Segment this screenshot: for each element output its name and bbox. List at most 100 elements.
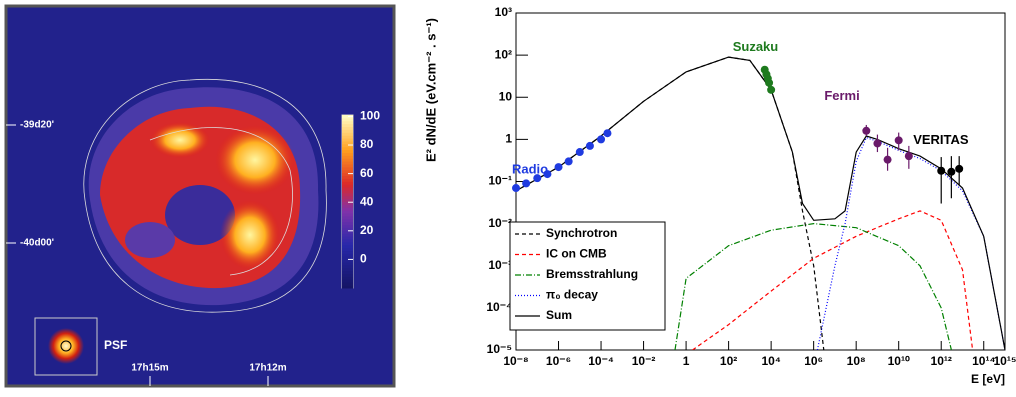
- psf-label: PSF: [104, 338, 127, 352]
- data-point: [512, 184, 520, 192]
- colorbar-cell: [342, 207, 353, 210]
- x-tick-label: 10¹²: [931, 354, 952, 368]
- legend-label: Synchrotron: [546, 226, 617, 240]
- colorbar-cell: [342, 239, 353, 242]
- y-tick-label: 10⁻¹: [488, 174, 512, 188]
- colorbar-cell: [342, 190, 353, 193]
- colorbar-cell: [342, 118, 353, 121]
- data-point: [862, 127, 870, 135]
- y-tick-label: 10⁻³: [488, 258, 512, 272]
- data-point: [765, 79, 773, 87]
- colorbar-cell: [342, 271, 353, 274]
- colorbar-cell: [342, 199, 353, 202]
- y-axis-label: E² dN/dE (eV.cm⁻² . s⁻¹): [423, 18, 438, 162]
- x-tick-label: 10²: [720, 354, 737, 368]
- legend-label: Bremsstrahlung: [546, 267, 638, 281]
- x-tick-label: 10⁻⁶: [546, 354, 571, 368]
- data-point: [586, 142, 594, 150]
- colorbar-cell: [342, 262, 353, 265]
- colorbar-cell: [342, 253, 353, 256]
- colorbar-cell: [342, 181, 353, 184]
- colorbar-cell: [342, 216, 353, 219]
- colorbar-cell: [342, 147, 353, 150]
- sky-map: -39d20' -40d00' 17h15m 17h12m PSF 0 20 40 60 80 10…: [6, 6, 394, 386]
- colorbar-cell: [342, 276, 353, 279]
- colorbar-cell: [342, 141, 353, 144]
- colorbar-cell: [342, 132, 353, 135]
- colorbar-cell: [342, 144, 353, 147]
- data-point: [895, 136, 903, 144]
- legend-label: π₀ decay: [546, 288, 598, 302]
- colorbar-cell: [342, 124, 353, 127]
- x-label: 17h15m: [131, 363, 168, 374]
- figure: -39d20' -40d00' 17h15m 17h12m PSF 0 20 40 60 80 10…: [0, 0, 1016, 392]
- x-tick-label: 10¹⁰: [888, 354, 910, 368]
- colorbar-cell: [342, 213, 353, 216]
- colorbar-cell: [342, 187, 353, 190]
- colorbar-tick-label: 60: [360, 166, 374, 180]
- data-point: [522, 179, 530, 187]
- colorbar-cell: [342, 167, 353, 170]
- data-point: [937, 167, 945, 175]
- data-point: [603, 129, 611, 137]
- colorbar-tick-label: 20: [360, 223, 374, 237]
- colorbar-tick-label: 40: [360, 194, 374, 208]
- colorbar-cell: [342, 225, 353, 228]
- curve: [675, 224, 951, 350]
- x-tick-label: 1: [683, 354, 690, 368]
- colorbar-cell: [342, 251, 353, 254]
- colorbar-cell: [342, 282, 353, 285]
- colorbar-cell: [342, 222, 353, 225]
- colorbar-tick-label: 100: [360, 109, 380, 123]
- colorbar-cell: [342, 176, 353, 179]
- y-tick-label: 10³: [495, 5, 512, 19]
- series-annotation: Radio: [512, 161, 548, 176]
- x-tick-label: 10⁶: [804, 354, 823, 368]
- colorbar-cell: [342, 204, 353, 207]
- colorbar-cell: [342, 158, 353, 161]
- x-tick-label: 10⁻⁴: [588, 354, 614, 368]
- colorbar-cell: [342, 127, 353, 130]
- colorbar-cell: [342, 268, 353, 271]
- legend: Synchrotron IC on CMB Bremsstrahlung π₀ dec…: [510, 222, 665, 330]
- legend-label: Sum: [546, 308, 572, 322]
- x-tick-label: 10⁴: [761, 354, 780, 368]
- colorbar-cell: [342, 245, 353, 248]
- data-point: [955, 165, 963, 173]
- data-point: [555, 163, 563, 171]
- curve: [817, 138, 1005, 350]
- series-annotation: Fermi: [824, 88, 859, 103]
- colorbar-cell: [342, 121, 353, 124]
- y-tick-label: 1: [505, 132, 512, 146]
- colorbar-tick-label: 0: [360, 252, 367, 266]
- colorbar-cell: [342, 242, 353, 245]
- y-label: -39d20': [20, 120, 54, 131]
- colorbar-cell: [342, 265, 353, 268]
- colorbar-cell: [342, 233, 353, 236]
- y-tick-label: 10⁻²: [488, 216, 512, 230]
- y-label: -40d00': [20, 238, 54, 249]
- y-tick-label: 10⁻⁴: [486, 300, 512, 314]
- colorbar-cell: [342, 193, 353, 196]
- colorbar-cell: [342, 150, 353, 153]
- data-point: [884, 156, 892, 164]
- colorbar-cell: [342, 178, 353, 181]
- data-point: [873, 139, 881, 147]
- x-axis-label: E [eV]: [971, 372, 1005, 386]
- colorbar-cell: [342, 285, 353, 288]
- y-tick-label: 10²: [495, 47, 512, 61]
- data-point: [947, 168, 955, 176]
- series-annotation: Suzaku: [733, 39, 779, 54]
- x-label: 17h12m: [249, 363, 286, 374]
- page: -39d20' -40d00' 17h15m 17h12m PSF 0 20 40 60 80 10…: [0, 0, 1016, 397]
- colorbar-cell: [342, 164, 353, 167]
- colorbar-cell: [342, 279, 353, 282]
- colorbar-tick-label: 80: [360, 137, 374, 151]
- colorbar-cell: [342, 236, 353, 239]
- series-annotation: VERITAS: [913, 132, 969, 147]
- x-tick-label: 10⁻²: [632, 354, 656, 368]
- data-point: [565, 157, 573, 165]
- data-point: [767, 86, 775, 94]
- colorbar-cell: [342, 210, 353, 213]
- legend-label: IC on CMB: [546, 247, 607, 261]
